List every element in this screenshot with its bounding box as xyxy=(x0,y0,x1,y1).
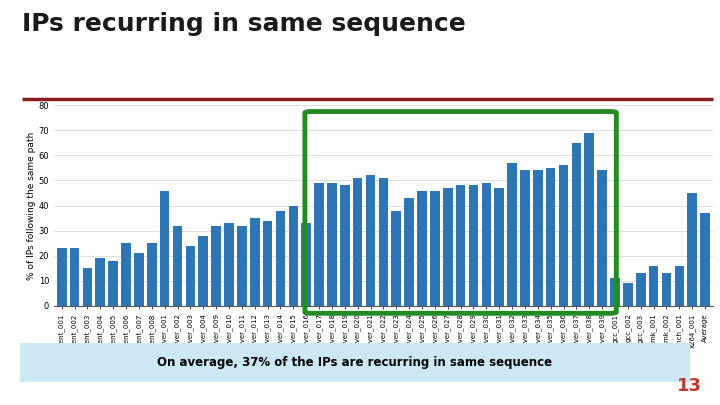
Bar xyxy=(314,183,324,306)
Bar xyxy=(662,273,671,306)
Bar xyxy=(109,261,118,306)
Bar xyxy=(688,193,697,306)
Bar xyxy=(533,171,543,306)
Bar xyxy=(430,190,440,306)
Bar xyxy=(405,198,414,306)
Bar xyxy=(134,253,144,306)
Bar xyxy=(211,226,221,306)
Bar xyxy=(495,188,504,306)
Bar xyxy=(366,175,375,306)
Bar xyxy=(302,223,311,306)
Bar xyxy=(276,211,285,306)
Bar xyxy=(224,223,234,306)
Text: IPs recurring in same sequence: IPs recurring in same sequence xyxy=(22,12,465,36)
Bar xyxy=(417,190,427,306)
Bar xyxy=(327,183,337,306)
Bar xyxy=(701,213,710,306)
Bar xyxy=(160,190,169,306)
Bar xyxy=(598,171,607,306)
Bar xyxy=(121,243,131,306)
Bar xyxy=(96,258,105,306)
Bar xyxy=(83,268,92,306)
Bar xyxy=(482,183,491,306)
Bar xyxy=(649,266,658,306)
Bar xyxy=(263,221,272,306)
Bar xyxy=(456,185,465,306)
Bar xyxy=(70,248,79,306)
Bar xyxy=(520,171,530,306)
Bar xyxy=(392,211,401,306)
Bar xyxy=(147,243,157,306)
Bar xyxy=(186,245,195,306)
Text: 13: 13 xyxy=(677,377,702,395)
Bar xyxy=(379,178,388,306)
Bar xyxy=(546,168,556,306)
Bar xyxy=(353,178,362,306)
Bar xyxy=(289,206,298,306)
Bar xyxy=(199,236,208,306)
Bar xyxy=(610,278,620,306)
Bar xyxy=(237,226,247,306)
Bar xyxy=(340,185,350,306)
Y-axis label: % of IPs following the same path: % of IPs following the same path xyxy=(27,131,36,280)
Bar xyxy=(469,185,478,306)
Bar xyxy=(508,163,517,306)
Bar xyxy=(443,188,453,306)
Text: On average, 37% of the IPs are recurring in same sequence: On average, 37% of the IPs are recurring… xyxy=(158,356,552,369)
Bar xyxy=(636,273,646,306)
Bar xyxy=(572,143,581,306)
Bar xyxy=(250,218,259,306)
Bar xyxy=(57,248,66,306)
Bar xyxy=(585,133,594,306)
Bar xyxy=(623,283,633,306)
FancyBboxPatch shape xyxy=(0,341,720,384)
Bar xyxy=(173,226,182,306)
Bar xyxy=(675,266,684,306)
Bar xyxy=(559,166,568,306)
